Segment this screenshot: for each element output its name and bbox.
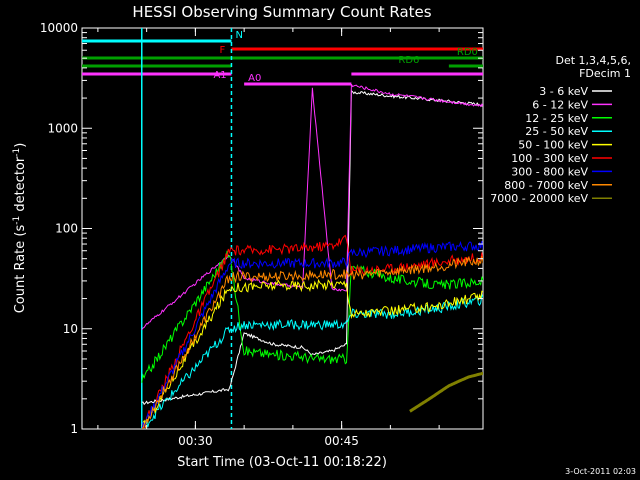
legend-label-1: 3 - 6 keV — [539, 85, 588, 98]
legend-label-4: 25 - 50 keV — [525, 125, 588, 138]
legend-label-3: 12 - 25 keV — [525, 112, 588, 125]
y-axis-title-part-2: detector — [13, 156, 28, 216]
flag-label-a0: A0 — [248, 73, 261, 84]
legend-label-8: 800 - 7000 keV — [504, 179, 588, 192]
chart-title: HESSI Observing Summary Count Rates — [132, 3, 431, 21]
instrument-flag-bars — [82, 39, 483, 86]
y-tick-label-1: 1 — [70, 422, 78, 436]
footer-timestamp: 3-Oct-2011 02:03 — [565, 467, 636, 476]
y-tick-label-5: 10000 — [40, 21, 78, 35]
flag-label-rd0: RD0 — [457, 47, 478, 58]
y-axis-title-part-1: Count Rate (s — [13, 225, 28, 314]
y-axis-title-sup-2: -1 — [12, 148, 22, 157]
attenuator-vertical-lines — [141, 28, 233, 429]
y-axis-title: Count Rate (s-1 detector-1) — [12, 143, 28, 314]
flag-labels: NF RD0 RD6 A1 A0 — [213, 30, 477, 84]
x-tick-label-2: 00:45 — [324, 434, 359, 448]
flag-label-rd6: RD6 — [398, 55, 419, 66]
series-group — [141, 83, 483, 429]
series-line-6 — [142, 234, 483, 429]
series-line-9 — [409, 371, 483, 413]
y-tick-label-4: 1000 — [47, 121, 78, 135]
x-axis-title: Start Time (03-Oct-11 00:18:22) — [177, 455, 387, 470]
y-tick-label-3: 100 — [55, 222, 78, 236]
y-axis-title-part-3: ) — [13, 143, 28, 148]
series-line-2 — [141, 83, 483, 331]
legend-label-9: 7000 - 20000 keV — [490, 192, 588, 205]
legend-header-line-2: FDecim 1 — [579, 67, 631, 80]
series-line-4 — [141, 293, 483, 429]
series-line-3 — [141, 250, 483, 383]
y-tick-label-2: 10 — [63, 322, 78, 336]
flag-label-a1: A1 — [213, 70, 226, 81]
legend-label-6: 100 - 300 keV — [511, 152, 588, 165]
series-line-1 — [141, 89, 483, 406]
flag-label-f: F — [219, 45, 225, 56]
series-line-8 — [141, 255, 483, 429]
legend-header-line-1: Det 1,3,4,5,6, — [555, 54, 631, 67]
axes: 00:30 00:45 1 10 100 1000 10000 — [40, 21, 483, 448]
flag-label-n: N — [235, 30, 242, 41]
series-line-7 — [141, 240, 483, 429]
legend-label-7: 300 - 800 keV — [511, 165, 588, 178]
series-line-5 — [141, 278, 483, 428]
x-tick-label-1: 00:30 — [178, 434, 213, 448]
legend-label-2: 6 - 12 keV — [532, 98, 588, 111]
legend-label-5: 50 - 100 keV — [518, 139, 588, 152]
y-axis-title-sup-1: -1 — [12, 216, 22, 225]
